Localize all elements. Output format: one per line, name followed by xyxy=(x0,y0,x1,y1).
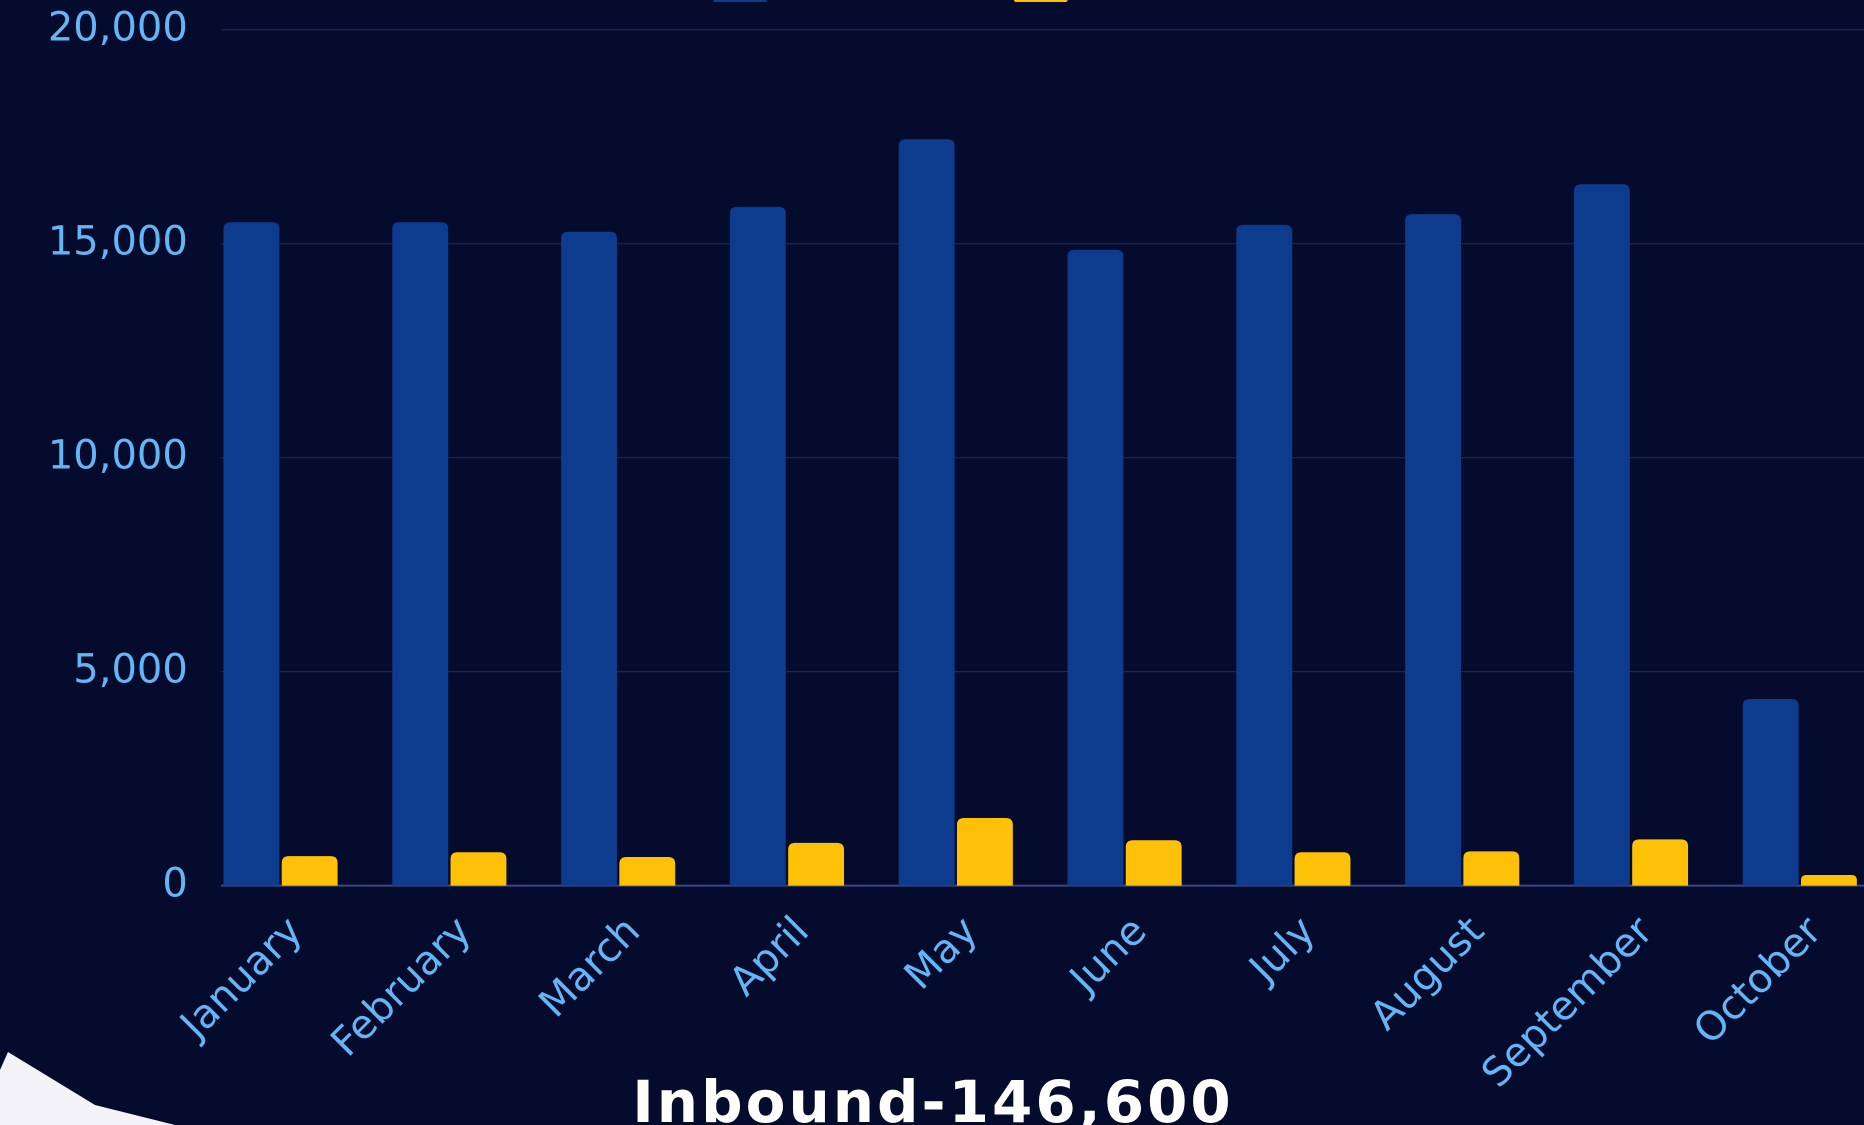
bar xyxy=(1405,214,1462,886)
chart-title: Inbound-146,600 xyxy=(632,1068,1234,1125)
bar xyxy=(1800,874,1857,886)
bar xyxy=(898,139,955,886)
bar xyxy=(450,852,507,886)
bar xyxy=(1463,851,1520,886)
bar xyxy=(1294,852,1351,886)
bar xyxy=(1632,839,1689,886)
bar xyxy=(788,842,845,886)
decoration xyxy=(0,1052,175,1125)
y-tick-label: 0 xyxy=(162,861,187,907)
legend-swatch xyxy=(713,0,767,2)
y-tick-label: 10,000 xyxy=(48,433,188,479)
y-tick-label: 20,000 xyxy=(48,5,188,51)
bar xyxy=(1573,184,1630,886)
bar xyxy=(1742,699,1799,886)
bar xyxy=(956,818,1013,886)
bar xyxy=(223,222,280,886)
bar xyxy=(392,222,449,886)
bar xyxy=(729,206,786,886)
bar xyxy=(281,856,338,886)
y-tick-label: 5,000 xyxy=(73,647,188,693)
legend-swatch xyxy=(1014,0,1068,2)
bar xyxy=(1067,249,1124,886)
bar xyxy=(619,856,676,886)
bar xyxy=(1125,840,1182,886)
bar xyxy=(1236,224,1293,886)
bar xyxy=(561,231,617,886)
y-tick-label: 15,000 xyxy=(48,219,188,265)
